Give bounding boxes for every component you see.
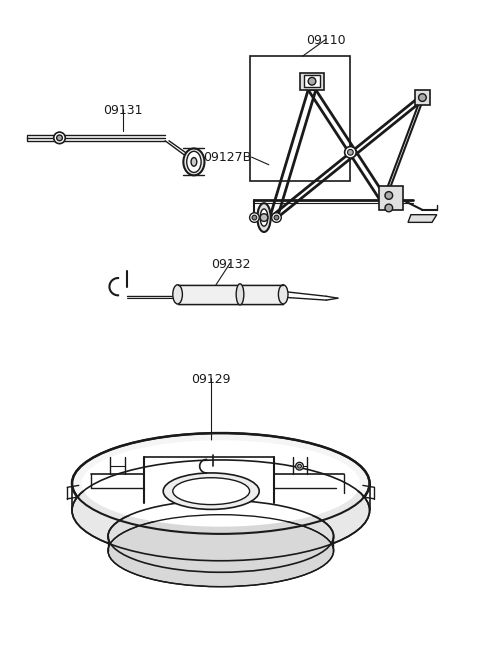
Circle shape xyxy=(250,213,259,222)
Circle shape xyxy=(57,135,62,141)
Circle shape xyxy=(274,215,279,220)
Ellipse shape xyxy=(191,158,197,166)
Polygon shape xyxy=(408,215,437,222)
Ellipse shape xyxy=(108,500,334,572)
Circle shape xyxy=(260,214,268,222)
Circle shape xyxy=(345,146,356,158)
Circle shape xyxy=(54,132,65,144)
Ellipse shape xyxy=(187,151,201,173)
Circle shape xyxy=(252,215,257,220)
Bar xyxy=(250,56,350,181)
Bar xyxy=(379,186,403,210)
Circle shape xyxy=(272,213,281,222)
Bar xyxy=(178,284,283,304)
Ellipse shape xyxy=(236,284,244,305)
Circle shape xyxy=(296,462,303,470)
Circle shape xyxy=(348,149,353,155)
Text: 09129: 09129 xyxy=(192,373,231,386)
Ellipse shape xyxy=(173,284,182,304)
Ellipse shape xyxy=(278,284,288,304)
Ellipse shape xyxy=(257,203,271,232)
Ellipse shape xyxy=(82,440,360,526)
Ellipse shape xyxy=(108,515,334,587)
Text: 09127B: 09127B xyxy=(203,150,252,164)
Ellipse shape xyxy=(183,148,204,175)
Circle shape xyxy=(298,464,301,468)
Text: 09132: 09132 xyxy=(211,258,250,271)
Ellipse shape xyxy=(72,460,370,560)
Bar xyxy=(415,90,430,105)
Circle shape xyxy=(385,192,393,199)
Ellipse shape xyxy=(72,433,370,534)
Circle shape xyxy=(308,77,316,85)
Circle shape xyxy=(385,204,393,212)
Text: 09110: 09110 xyxy=(307,34,346,47)
Ellipse shape xyxy=(260,209,268,226)
Text: 09131: 09131 xyxy=(103,104,143,117)
Circle shape xyxy=(419,94,426,101)
Ellipse shape xyxy=(173,477,250,505)
Bar xyxy=(304,75,320,87)
Ellipse shape xyxy=(163,473,259,509)
Bar xyxy=(300,73,324,90)
